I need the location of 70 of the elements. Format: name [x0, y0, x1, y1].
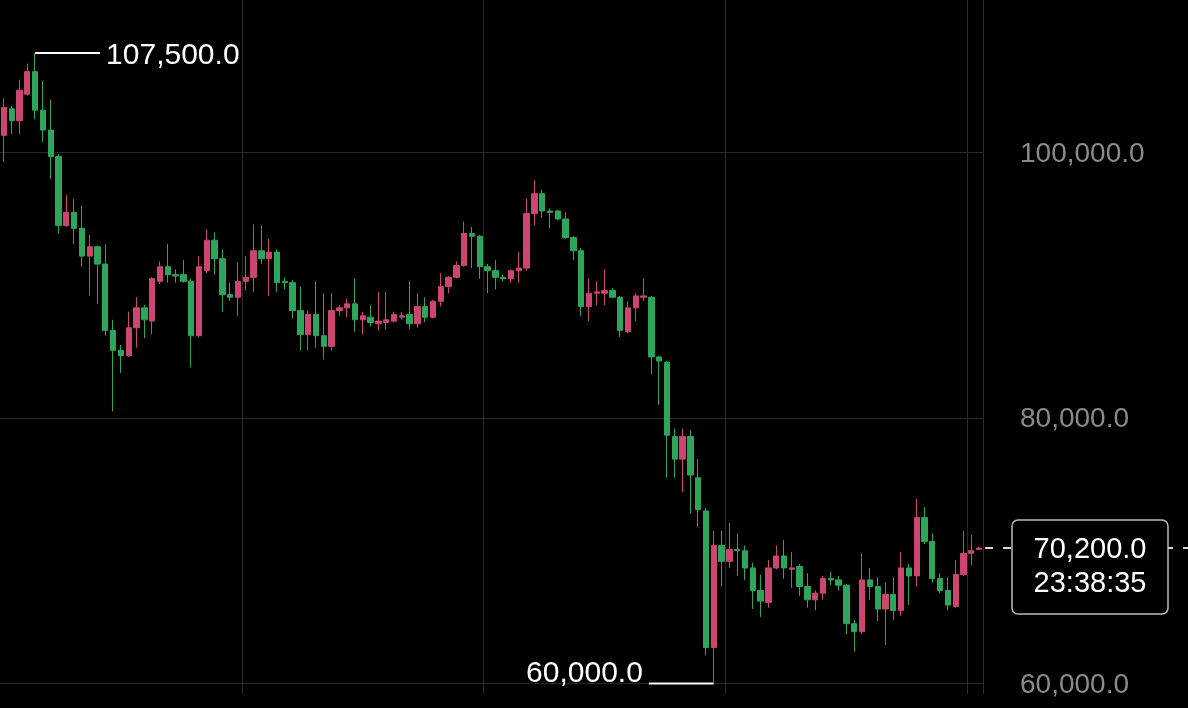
candlestick — [734, 532, 740, 577]
candlestick — [976, 546, 982, 550]
ref-line-label: 70,200.0 — [1033, 532, 1147, 565]
annotation: 60,000.0 — [526, 654, 643, 688]
candlestick — [586, 278, 592, 322]
candlestick — [906, 563, 912, 606]
candlestick — [742, 544, 748, 581]
candlestick — [547, 207, 553, 229]
candlestick — [118, 344, 124, 374]
candlestick — [687, 429, 694, 515]
candlestick — [914, 498, 920, 588]
candlestick — [352, 278, 358, 333]
candlestick — [672, 428, 678, 479]
candlestick — [63, 194, 69, 228]
candlestick — [664, 360, 670, 479]
candlestick — [391, 311, 397, 323]
candlestick — [258, 225, 265, 265]
candlestick — [812, 590, 818, 611]
candlestick — [898, 551, 904, 617]
candlestick — [539, 189, 545, 219]
candlestick — [718, 530, 725, 588]
candlestick — [305, 310, 311, 351]
candlestick — [367, 304, 374, 327]
candlestick — [235, 262, 241, 317]
candlestick — [875, 576, 881, 622]
candlestick — [703, 507, 709, 657]
candlestick — [141, 304, 148, 339]
candlestick — [726, 522, 733, 569]
candlestick — [781, 539, 787, 580]
candlestick — [79, 205, 85, 268]
candlestick — [406, 280, 413, 330]
candlestick — [71, 198, 77, 245]
y-tick-label: 60,000.0 — [1020, 667, 1129, 699]
text: 23:38:35 — [1033, 566, 1147, 599]
candlestick — [469, 226, 475, 269]
candlestick — [157, 260, 163, 285]
candlestick — [820, 575, 826, 601]
candlestick — [430, 299, 436, 319]
candlestick — [313, 280, 319, 349]
candlestick — [1, 97, 7, 163]
candlestick — [937, 572, 943, 594]
candlestick — [625, 300, 631, 334]
candlestick — [204, 229, 210, 274]
candlestick — [274, 248, 280, 293]
candlestick — [399, 311, 405, 321]
candlestick — [711, 530, 717, 684]
candlestick — [859, 552, 865, 635]
candlestick — [679, 428, 686, 493]
candlestick — [945, 576, 951, 611]
candlestick — [890, 576, 896, 621]
candlestick — [32, 52, 38, 120]
candlestick — [360, 311, 366, 335]
annotation: 107,500.0 — [106, 36, 240, 70]
candlestick — [40, 80, 46, 143]
candlestick — [867, 567, 873, 601]
candlestick — [422, 296, 428, 323]
candlestick — [695, 458, 701, 528]
candlestick — [882, 582, 889, 646]
candlestick — [110, 319, 116, 412]
candlestick — [789, 551, 795, 589]
candlestick — [9, 105, 15, 135]
candlestick — [149, 276, 155, 335]
y-tick-label: 80,000.0 — [1020, 402, 1129, 434]
candlestick — [87, 234, 93, 297]
candlestick — [414, 292, 421, 329]
candlestick — [321, 292, 327, 361]
candlestick — [196, 255, 202, 338]
y-tick-label: 100,000.0 — [1020, 137, 1145, 169]
candlestick — [266, 238, 272, 297]
candlestick — [508, 268, 514, 284]
